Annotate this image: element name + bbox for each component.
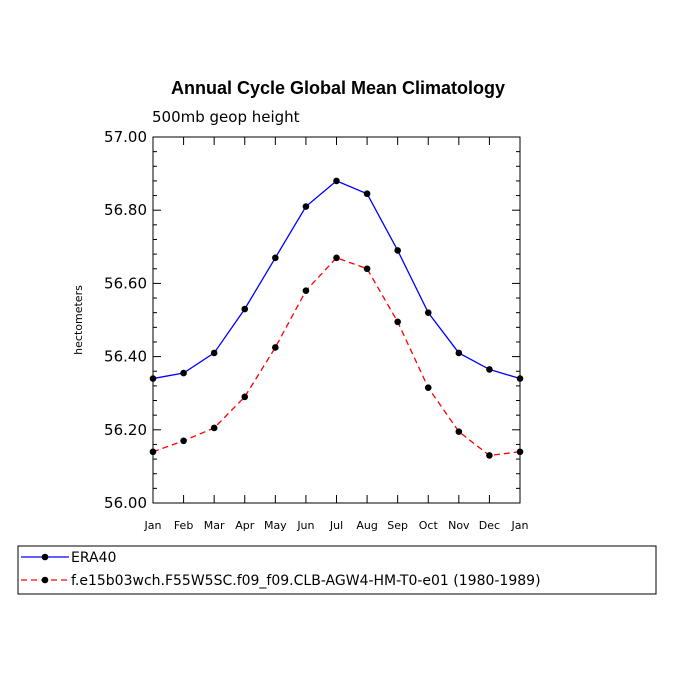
series-2-point: [272, 344, 279, 351]
plot-frame: [152, 136, 521, 504]
series-1-point: [516, 375, 524, 382]
chart-title: Annual Cycle Global Mean Climatology: [171, 78, 505, 98]
legend-marker-2: [41, 576, 49, 584]
chart-subtitle: 500mb geop height: [152, 108, 300, 126]
series-2-point: [424, 384, 432, 392]
y-tick-label: 56.60: [104, 274, 147, 292]
x-tick-label: Apr: [235, 519, 255, 532]
series-2-point: [455, 428, 463, 435]
series-2-point: [516, 448, 524, 456]
series-2-point: [333, 254, 340, 262]
series-2-point: [486, 452, 493, 459]
x-tick-label: Oct: [419, 519, 439, 532]
x-tick-label: May: [264, 519, 287, 532]
series-1-point: [210, 349, 218, 357]
series-1-point: [394, 247, 401, 254]
x-tick-label: Jan: [511, 519, 529, 532]
y-tick-label: 57.00: [104, 128, 147, 146]
series-group: [149, 177, 524, 459]
legend-box: [17, 545, 657, 595]
y-ticks: 56.00 56.20 56.40 56.60 56.80 57.00: [104, 128, 520, 512]
legend: ERA40 f.e15b03wch.F55W5SC.f09_f09.CLB-AGW…: [21, 550, 541, 589]
series-2-point: [241, 393, 249, 401]
legend-label-2: f.e15b03wch.F55W5SC.f09_f09.CLB-AGW4-HM-…: [71, 573, 541, 589]
x-tick-label: Mar: [204, 519, 225, 532]
series-1-point: [363, 190, 371, 198]
x-tick-label: Dec: [479, 519, 500, 532]
x-tick-label: Jan: [144, 519, 162, 532]
series-1-point: [424, 309, 432, 316]
series-2-point: [210, 424, 218, 432]
x-tick-label: Nov: [448, 519, 470, 532]
series-line-1: [152, 180, 521, 380]
x-ticks: Jan Feb Mar Apr May Jun Jul Aug Sep Oct Nov Dec Jan: [144, 137, 529, 532]
series-1-point: [302, 203, 310, 210]
series-2-point: [302, 287, 310, 295]
y-axis-label: hectometers: [72, 285, 85, 355]
series-1-point: [180, 369, 187, 377]
x-tick-label: Feb: [174, 519, 193, 532]
series-1-point: [455, 349, 463, 357]
y-tick-label: 56.00: [104, 494, 147, 512]
series-2-point: [363, 265, 371, 273]
x-tick-label: Sep: [387, 519, 408, 532]
series-2-point: [394, 318, 401, 326]
legend-marker-1: [41, 553, 49, 561]
series-1-point: [486, 366, 493, 373]
series-2-point: [180, 437, 187, 445]
series-2-point: [149, 448, 157, 456]
x-tick-label: Jun: [296, 519, 314, 532]
y-tick-label: 56.20: [104, 421, 147, 439]
x-tick-label: Aug: [356, 519, 377, 532]
x-tick-label: Jul: [329, 519, 343, 532]
series-1-point: [333, 177, 340, 185]
y-tick-label: 56.80: [104, 201, 147, 219]
legend-label-1: ERA40: [71, 550, 116, 566]
series-1-point: [149, 375, 157, 382]
series-1-point: [241, 305, 249, 313]
y-tick-label: 56.40: [104, 348, 147, 366]
series-1-point: [272, 254, 279, 262]
